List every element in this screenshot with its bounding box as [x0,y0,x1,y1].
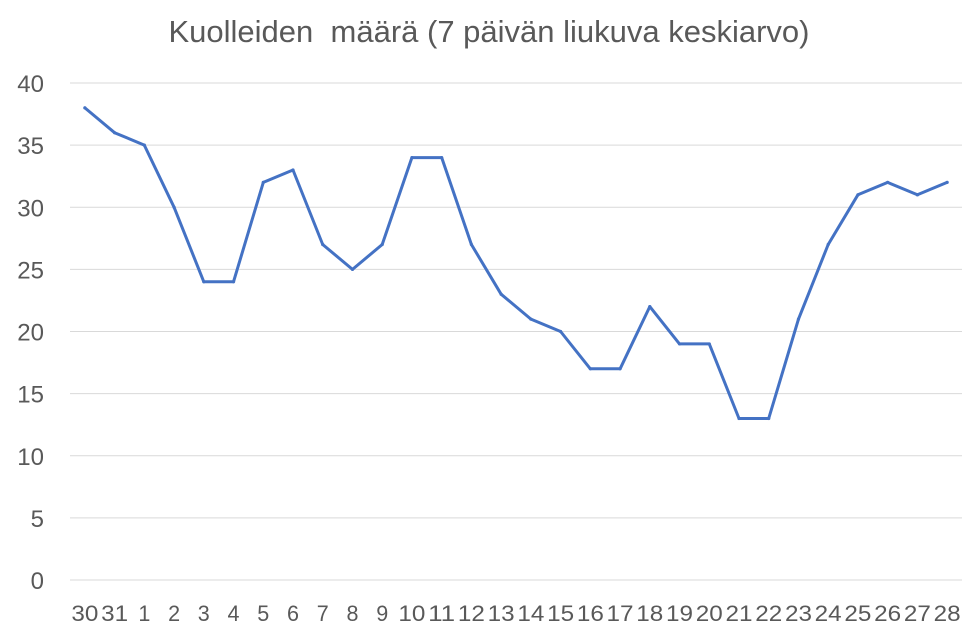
x-tick-label: 12 [458,601,485,626]
data-point [767,416,771,421]
chart-title: Kuolleiden määrä (7 päivän liukuva keski… [168,14,810,49]
data-point [469,242,473,247]
data-point [291,168,295,172]
x-tick-label: 18 [636,601,663,626]
x-tick-label: 27 [904,601,931,626]
y-tick-label: 15 [17,382,44,409]
data-point [796,317,801,321]
data-point [529,317,533,321]
data-point [440,155,444,160]
x-tick-label: 5 [257,601,269,626]
x-tick-label: 15 [547,601,574,626]
data-point [737,416,741,421]
data-point [707,342,711,346]
data-point [113,131,117,135]
y-tick-label: 5 [31,506,44,533]
x-tick-label: 20 [696,601,723,626]
data-point [172,205,176,209]
data-point [380,242,384,247]
x-tick-label: 3 [198,601,210,626]
data-point [856,193,860,197]
x-tick-label: 31 [101,601,128,626]
y-tick-label: 40 [17,71,44,98]
x-tick-label: 28 [934,601,961,626]
data-point [559,329,563,334]
data-point [410,155,414,160]
x-tick-label: 21 [726,601,753,626]
y-tick-label: 20 [17,320,44,347]
series-line [83,106,949,420]
x-tick-label: 23 [785,601,812,626]
data-point [886,180,890,184]
x-tick-label: 7 [317,601,329,626]
data-point [826,242,830,247]
data-point [648,305,652,309]
x-tick-label: 1 [138,601,150,626]
y-tick-label: 35 [17,133,44,160]
data-point [261,180,265,184]
data-point [588,367,592,371]
x-tick-label: 22 [755,601,782,626]
x-tick-label: 6 [287,601,299,626]
x-tick-label: 17 [607,601,634,626]
data-point [202,280,206,284]
data-point [321,242,325,247]
x-tick-label: 8 [346,601,358,626]
data-point [350,267,355,271]
x-tick-label: 10 [398,601,425,626]
y-tick-label: 10 [17,444,44,471]
data-point [618,367,622,371]
x-tick-label: 4 [228,601,240,626]
data-point [677,342,682,346]
y-tick-label: 30 [17,195,44,222]
x-tick-label: 14 [517,601,544,626]
x-tick-label: 24 [815,601,842,626]
x-tick-label: 16 [577,601,604,626]
x-tick-label: 13 [488,601,515,626]
x-tick-label: 2 [168,601,180,626]
y-tick-label: 0 [31,568,44,595]
data-point [945,180,949,184]
data-point [142,143,146,147]
data-point [915,193,920,197]
x-tick-label: 11 [428,601,455,626]
x-tick-label: 26 [874,601,901,626]
x-tick-label: 19 [666,601,693,626]
data-point [231,280,236,284]
y-tick-label: 25 [17,257,44,284]
data-point [83,106,87,110]
x-tick-label: 9 [376,601,388,626]
data-point [499,292,503,296]
x-tick-label: 30 [71,601,98,626]
x-tick-label: 25 [844,601,871,626]
